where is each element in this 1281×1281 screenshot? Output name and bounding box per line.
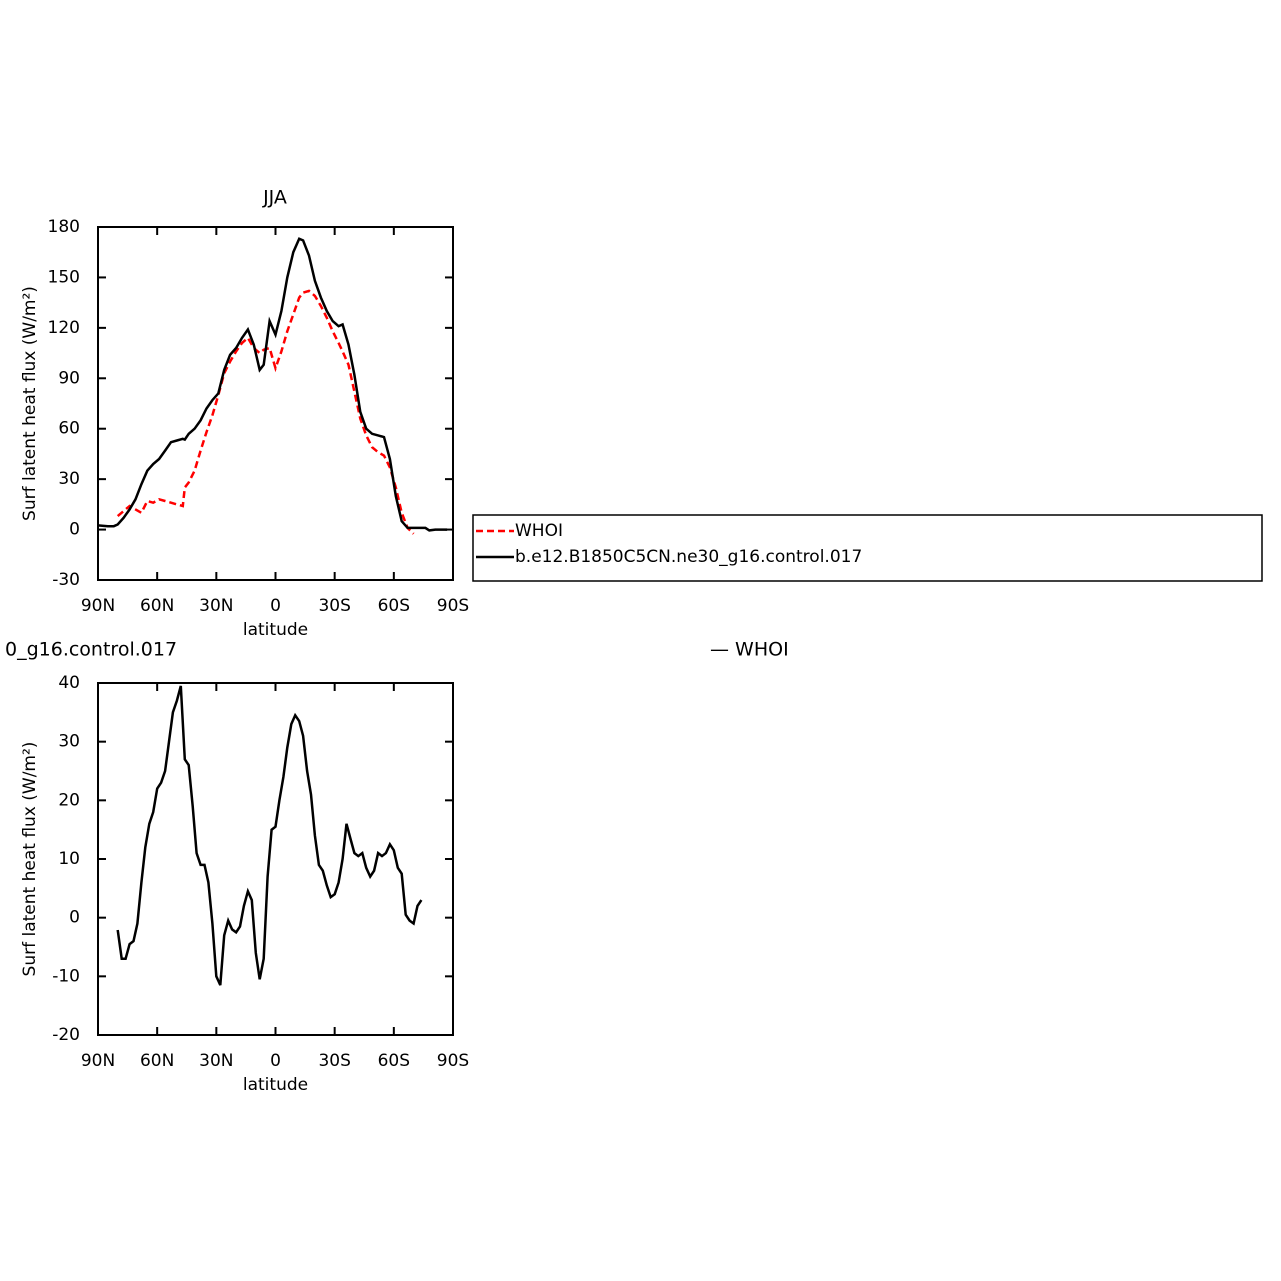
y-tick-label: 40 xyxy=(58,673,80,693)
x-tick-label: 30S xyxy=(318,596,350,616)
annotation: — WHOI xyxy=(710,639,789,661)
y-tick-label: -20 xyxy=(52,1025,80,1045)
data-line xyxy=(116,289,415,535)
x-tick-label: 60N xyxy=(140,1051,174,1071)
x-tick-label: 60S xyxy=(378,1051,410,1071)
plot-frame xyxy=(97,226,454,581)
y-tick-label: 120 xyxy=(48,318,80,338)
x-tick-label: 0 xyxy=(270,1051,281,1071)
plot-frame xyxy=(97,682,454,1036)
x-tick-label: 90S xyxy=(437,596,469,616)
legend-label: b.e12.B1850C5CN.ne30_g16.control.017 xyxy=(515,547,862,567)
y-axis-label: Surf latent heat flux (W/m²) xyxy=(20,286,40,521)
y-tick-label: 30 xyxy=(58,469,80,489)
y-tick-label: 90 xyxy=(58,368,80,388)
x-tick-label: 90N xyxy=(81,1051,115,1071)
legend-label: WHOI xyxy=(515,521,563,541)
x-tick-label: 30S xyxy=(318,1051,350,1071)
y-tick-label: 150 xyxy=(48,267,80,287)
y-tick-label: 30 xyxy=(58,732,80,752)
y-tick-label: 0 xyxy=(69,520,80,540)
y-axis-label: Surf latent heat flux (W/m²) xyxy=(20,742,40,977)
chart-title: 0_g16.control.017 xyxy=(5,639,177,661)
chart-title: JJA xyxy=(262,187,287,209)
y-tick-label: 60 xyxy=(58,419,80,439)
y-tick-label: 180 xyxy=(48,217,80,237)
x-tick-label: 60S xyxy=(378,596,410,616)
x-tick-label: 0 xyxy=(270,596,281,616)
x-tick-label: 30N xyxy=(199,1051,233,1071)
legend-box xyxy=(472,514,1263,582)
y-tick-label: 20 xyxy=(58,790,80,810)
y-tick-label: -30 xyxy=(52,570,80,590)
x-tick-label: 90S xyxy=(437,1051,469,1071)
x-axis-label: latitude xyxy=(243,1075,308,1095)
y-tick-label: -10 xyxy=(52,966,80,986)
x-tick-label: 90N xyxy=(81,596,115,616)
data-line xyxy=(97,237,448,532)
x-axis-label: latitude xyxy=(243,620,308,640)
y-tick-label: 0 xyxy=(69,908,80,928)
y-tick-label: 10 xyxy=(58,849,80,869)
x-tick-label: 30N xyxy=(199,596,233,616)
data-line xyxy=(116,685,423,986)
x-tick-label: 60N xyxy=(140,596,174,616)
